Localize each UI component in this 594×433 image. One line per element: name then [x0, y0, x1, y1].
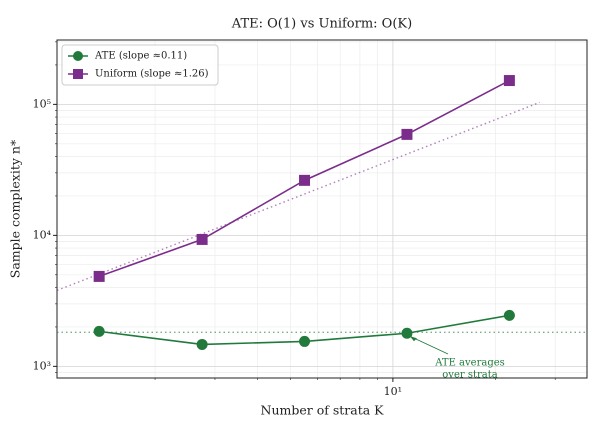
x-axis-label: Number of strata K	[261, 403, 385, 418]
annotation-arrowhead	[409, 336, 417, 342]
marker	[93, 270, 105, 282]
marker	[503, 75, 515, 87]
chart-title: ATE: O(1) vs Uniform: O(K)	[231, 17, 412, 32]
marker	[196, 338, 208, 350]
annotation-arrow	[409, 335, 449, 355]
x-tick-label: 10¹	[384, 385, 402, 398]
legend-marker	[73, 69, 83, 79]
reference-line	[56, 101, 540, 292]
y-tick-label: 10⁴	[33, 228, 52, 241]
legend-marker	[73, 51, 83, 61]
plot-frame	[56, 39, 588, 379]
y-tick-label: 10⁵	[33, 97, 51, 110]
marker	[93, 325, 105, 337]
marker	[401, 327, 413, 339]
legend-label: ATE (slope ≈0.11)	[94, 51, 187, 62]
annotation: ATE averages	[434, 358, 505, 369]
marker	[299, 335, 311, 347]
y-axis-label: Sample complexity n*	[8, 139, 23, 278]
marker	[299, 174, 311, 186]
y-tick-label: 10³	[33, 359, 51, 372]
annotation: over strata	[442, 370, 497, 381]
legend-label: Uniform (slope ≈1.26)	[95, 69, 209, 80]
legend-box	[61, 44, 219, 86]
marker	[503, 309, 515, 321]
marker	[196, 233, 208, 245]
marker	[401, 128, 413, 140]
